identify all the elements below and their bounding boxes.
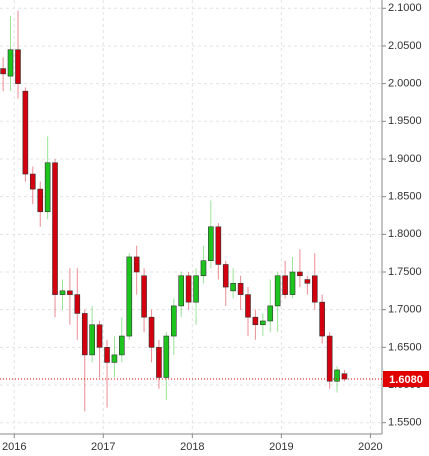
y-tick-label: 1.7500 bbox=[388, 266, 422, 278]
candle-body bbox=[163, 335, 170, 378]
candle-body bbox=[141, 275, 147, 318]
y-tick-label: 1.8000 bbox=[388, 228, 422, 240]
candle-body bbox=[193, 275, 199, 303]
candle-body bbox=[267, 305, 274, 322]
last-price-box bbox=[383, 370, 429, 387]
candle-body bbox=[67, 290, 73, 295]
candle-body bbox=[245, 294, 251, 318]
x-tick-label: 2016 bbox=[2, 441, 26, 453]
x-tick-label: 2018 bbox=[180, 441, 204, 453]
candle-body bbox=[334, 369, 340, 382]
candle-body bbox=[59, 290, 66, 295]
candle-body bbox=[22, 90, 29, 175]
y-tick-label: 1.9500 bbox=[388, 115, 422, 127]
y-tick-label: 1.7000 bbox=[388, 304, 422, 316]
last-price-label: 1.6080 bbox=[389, 374, 423, 386]
candle-body bbox=[7, 49, 14, 77]
y-tick-label: 2.1000 bbox=[388, 2, 422, 14]
candle-body bbox=[289, 271, 296, 295]
candle-body bbox=[215, 226, 222, 265]
y-tick-label: 1.6500 bbox=[388, 341, 422, 353]
y-tick-label: 1.9000 bbox=[388, 153, 422, 165]
candle-body bbox=[297, 271, 303, 277]
candle-body bbox=[319, 301, 325, 337]
candle-body bbox=[74, 294, 81, 314]
candle-body bbox=[52, 162, 58, 295]
candle-body bbox=[200, 260, 207, 277]
candle-body bbox=[185, 275, 192, 303]
candle-body bbox=[89, 324, 95, 356]
candle-body bbox=[222, 264, 229, 288]
candle-body bbox=[178, 275, 185, 307]
candle-body bbox=[282, 275, 288, 295]
candle-body bbox=[81, 313, 88, 356]
candle-body bbox=[0, 68, 6, 75]
candle-body bbox=[29, 173, 36, 190]
candle-body bbox=[237, 283, 244, 295]
candle-body bbox=[274, 275, 281, 307]
candle-body bbox=[304, 279, 311, 284]
candle-body bbox=[148, 316, 155, 348]
candle-body bbox=[96, 324, 103, 348]
candle-body bbox=[208, 226, 214, 262]
candle-body bbox=[260, 320, 266, 326]
y-tick-label: 2.0500 bbox=[388, 40, 422, 52]
candle-body bbox=[111, 354, 118, 363]
candle-body bbox=[104, 347, 110, 363]
y-tick-label: 1.5500 bbox=[388, 417, 422, 429]
candle-body bbox=[15, 49, 21, 84]
candle-body bbox=[37, 188, 44, 213]
candle-body bbox=[119, 335, 125, 356]
y-tick-label: 1.8500 bbox=[388, 191, 422, 203]
x-tick-label: 2017 bbox=[91, 441, 115, 453]
candle-body bbox=[126, 256, 133, 337]
candle-body bbox=[133, 256, 140, 273]
candle-body bbox=[341, 373, 348, 380]
y-tick-label: 2.0000 bbox=[388, 78, 422, 90]
candle-body bbox=[252, 316, 259, 326]
candle-body bbox=[326, 335, 333, 382]
candle-body bbox=[230, 283, 236, 292]
candle-body bbox=[44, 162, 51, 213]
candle-body bbox=[171, 305, 177, 337]
candle-body bbox=[311, 275, 318, 303]
candle-body bbox=[156, 347, 162, 378]
x-tick-label: 2019 bbox=[269, 441, 293, 453]
x-tick-label: 2020 bbox=[358, 441, 382, 453]
